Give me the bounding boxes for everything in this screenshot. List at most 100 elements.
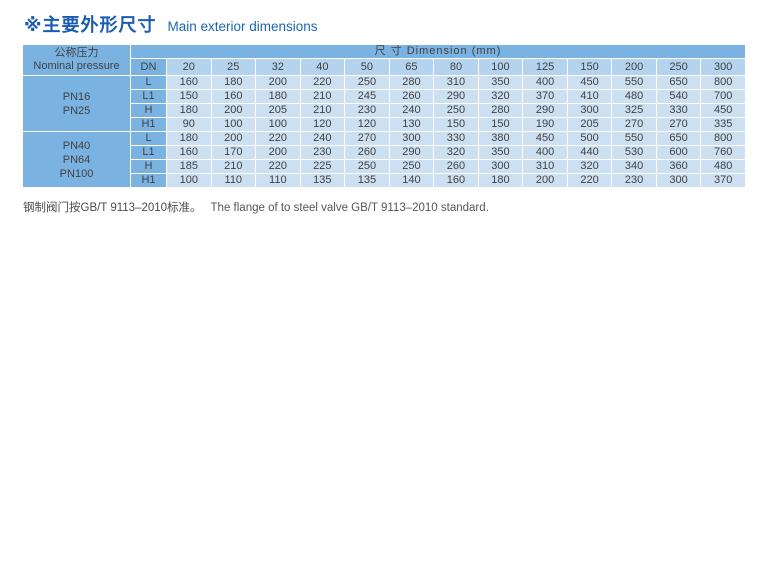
dimension-value-cell: 290 <box>433 89 479 104</box>
row-label-cell: L1 <box>130 145 167 160</box>
row-label-cell: H <box>130 103 167 118</box>
dimension-value-cell: 150 <box>166 89 212 104</box>
dimension-value-cell: 220 <box>566 173 613 188</box>
dimension-value-cell: 800 <box>700 131 746 146</box>
pressure-group-cell: PN40 PN64 PN100 <box>22 131 131 188</box>
dimension-value-cell: 330 <box>433 131 479 146</box>
dimension-value-cell: 370 <box>522 89 568 104</box>
dimension-value-cell: 480 <box>700 159 746 174</box>
dimension-value-cell: 340 <box>611 159 657 174</box>
dimension-value-cell: 320 <box>433 145 479 160</box>
dimension-value-cell: 100 <box>255 117 301 132</box>
dimension-value-cell: 220 <box>255 159 301 174</box>
dimension-value-cell: 200 <box>210 103 257 118</box>
dimension-value-cell: 140 <box>388 173 435 188</box>
nominal-pressure-header-en: Nominal pressure <box>33 60 120 72</box>
dimension-value-cell: 100 <box>166 173 212 188</box>
dimension-value-cell: 170 <box>210 145 257 160</box>
row-label-cell: H <box>130 159 167 174</box>
dn-value-cell: 32 <box>255 58 301 76</box>
nominal-pressure-header-zh: 公称压力 <box>54 47 99 59</box>
dimension-value-cell: 240 <box>299 131 346 146</box>
dimension-value-cell: 270 <box>611 117 657 132</box>
dimension-value-cell: 480 <box>611 89 657 104</box>
dimension-value-cell: 290 <box>388 145 435 160</box>
page-title-zh: ※主要外形尺寸 <box>24 15 157 35</box>
dimension-value-cell: 160 <box>433 173 479 188</box>
dimension-value-cell: 450 <box>522 131 568 146</box>
dimension-value-cell: 550 <box>611 75 657 90</box>
dimension-value-cell: 240 <box>388 103 435 118</box>
dimension-value-cell: 210 <box>299 103 346 118</box>
dimension-value-cell: 800 <box>700 75 746 90</box>
pressure-label: PN16 <box>62 90 91 103</box>
dn-value-cell: 40 <box>299 58 346 76</box>
dimension-value-cell: 350 <box>477 75 524 90</box>
dimension-value-cell: 650 <box>655 131 702 146</box>
row-label-cell: L1 <box>130 89 167 104</box>
dn-value-cell: 65 <box>388 58 435 76</box>
dn-label-cell: DN <box>130 58 167 76</box>
dimension-value-cell: 180 <box>477 173 524 188</box>
dimension-value-cell: 310 <box>522 159 568 174</box>
dimension-value-cell: 160 <box>166 145 212 160</box>
dimension-value-cell: 200 <box>522 173 568 188</box>
dn-value-cell: 150 <box>566 58 613 76</box>
pressure-label: PN25 <box>62 104 91 117</box>
dimension-value-cell: 325 <box>611 103 657 118</box>
dimensions-table-body: 公称压力 Nominal pressure 尺 寸 Dimension (mm) DN… <box>22 44 746 188</box>
dimension-value-cell: 380 <box>477 131 524 146</box>
dimension-value-cell: 110 <box>210 173 257 188</box>
dimension-value-cell: 410 <box>566 89 613 104</box>
dimension-value-cell: 370 <box>700 173 746 188</box>
dimension-value-cell: 250 <box>433 103 479 118</box>
pressure-label: PN100 <box>59 167 94 180</box>
dimension-value-cell: 260 <box>433 159 479 174</box>
dimension-value-cell: 245 <box>344 89 390 104</box>
dimension-value-cell: 360 <box>655 159 702 174</box>
row-label-cell: H1 <box>130 173 167 188</box>
dimension-value-cell: 650 <box>655 75 702 90</box>
dimension-value-cell: 270 <box>655 117 702 132</box>
dimension-value-cell: 150 <box>433 117 479 132</box>
dimension-value-cell: 350 <box>477 145 524 160</box>
dimension-value-cell: 440 <box>566 145 613 160</box>
dimension-value-cell: 190 <box>522 117 568 132</box>
dn-value-cell: 200 <box>611 58 657 76</box>
dimension-value-cell: 100 <box>210 117 257 132</box>
dimension-value-cell: 300 <box>566 103 613 118</box>
dn-value-cell: 100 <box>477 58 524 76</box>
page-title: ※主要外形尺寸 Main exterior dimensions <box>24 11 318 37</box>
dimension-value-cell: 185 <box>166 159 212 174</box>
dimension-value-cell: 180 <box>210 75 257 90</box>
dimension-value-cell: 200 <box>210 131 257 146</box>
dimension-value-cell: 400 <box>522 75 568 90</box>
dimension-value-cell: 150 <box>477 117 524 132</box>
nominal-pressure-header-cell: 公称压力 Nominal pressure <box>22 44 131 76</box>
dimension-value-cell: 330 <box>655 103 702 118</box>
dn-value-cell: 125 <box>522 58 568 76</box>
dimension-value-cell: 200 <box>255 75 301 90</box>
dimension-value-cell: 180 <box>166 131 212 146</box>
dimension-value-cell: 450 <box>700 103 746 118</box>
dimension-header-cell: 尺 寸 Dimension (mm) <box>130 44 746 59</box>
standard-note: 钢制阀门按GB/T 9113–2010标准。 The flange of to s… <box>23 199 489 215</box>
dimension-value-cell: 250 <box>388 159 435 174</box>
dimension-value-cell: 260 <box>344 145 390 160</box>
dimension-value-cell: 200 <box>255 145 301 160</box>
dimension-value-cell: 130 <box>388 117 435 132</box>
row-label-cell: L <box>130 75 167 90</box>
dn-value-cell: 80 <box>433 58 479 76</box>
dimension-value-cell: 300 <box>655 173 702 188</box>
dimension-value-cell: 540 <box>655 89 702 104</box>
dimension-value-cell: 300 <box>388 131 435 146</box>
dimension-value-cell: 250 <box>344 75 390 90</box>
dimension-value-cell: 300 <box>477 159 524 174</box>
dn-value-cell: 20 <box>166 58 212 76</box>
row-label-cell: L <box>130 131 167 146</box>
dimension-value-cell: 270 <box>344 131 390 146</box>
dn-value-cell: 300 <box>700 58 746 76</box>
dimension-value-cell: 530 <box>611 145 657 160</box>
dimension-value-cell: 450 <box>566 75 613 90</box>
